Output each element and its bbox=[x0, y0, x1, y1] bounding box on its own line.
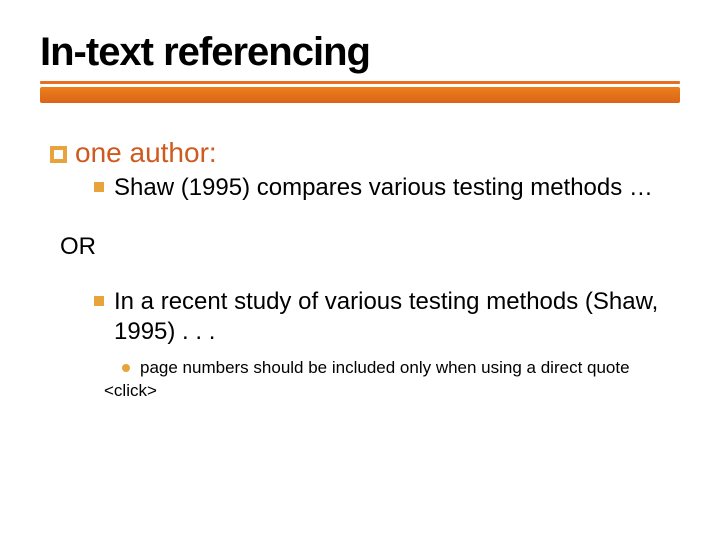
bullet-level2-item1: Shaw (1995) compares various testing met… bbox=[94, 173, 680, 203]
slide-container: In-text referencing one author: Shaw (19… bbox=[0, 0, 720, 401]
click-marker: <click> bbox=[104, 381, 680, 401]
bullet-level3-note: page numbers should be included only whe… bbox=[122, 357, 680, 379]
slide-title: In-text referencing bbox=[40, 30, 680, 75]
or-separator: OR bbox=[60, 233, 680, 261]
level2-text-1: Shaw (1995) compares various testing met… bbox=[114, 173, 653, 203]
title-bar-thin bbox=[40, 81, 680, 84]
square-hollow-icon bbox=[50, 146, 67, 163]
level1-heading-text: one author: bbox=[75, 137, 217, 169]
level3-note-text: page numbers should be included only whe… bbox=[140, 357, 630, 379]
bullet-level2-item2: In a recent study of various testing met… bbox=[94, 287, 680, 347]
dot-icon bbox=[122, 364, 130, 372]
square-solid-icon bbox=[94, 182, 104, 192]
title-block: In-text referencing bbox=[40, 30, 680, 109]
content-area: one author: Shaw (1995) compares various… bbox=[40, 117, 680, 401]
square-solid-icon bbox=[94, 296, 104, 306]
title-underline-bar bbox=[40, 81, 680, 109]
title-bar-thick bbox=[40, 87, 680, 103]
level2-text-2: In a recent study of various testing met… bbox=[114, 287, 680, 347]
bullet-level1: one author: bbox=[50, 137, 680, 169]
